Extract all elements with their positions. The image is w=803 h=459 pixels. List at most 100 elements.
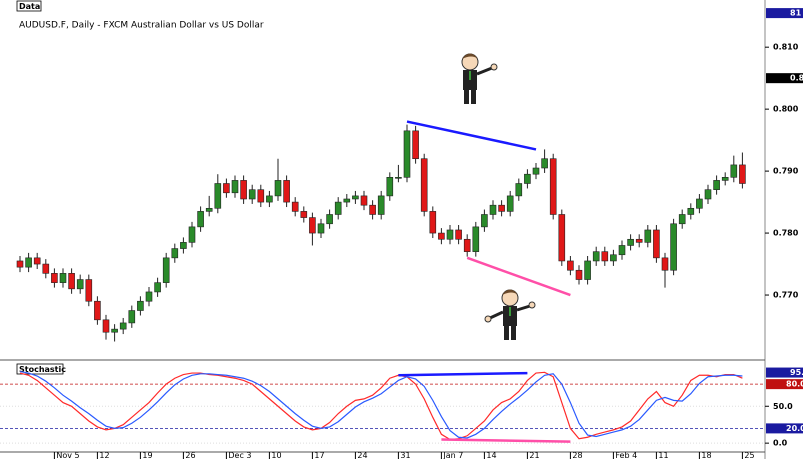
pane-label: Stochastic [19, 365, 66, 374]
candle-body [661, 257, 669, 271]
x-tick-label: 10 [271, 451, 281, 459]
candle-body [403, 130, 411, 178]
pane-label: Data [19, 2, 40, 11]
candle-body [386, 177, 394, 197]
y-tick-label: 0.810 [773, 43, 799, 52]
candle-body [300, 211, 308, 218]
candle-body [352, 195, 359, 200]
x-tick-label: 12 [99, 451, 109, 459]
x-tick-label: 28 [572, 451, 582, 459]
x-tick-label: 18 [701, 451, 711, 459]
candle-body [137, 300, 144, 311]
candle-body [592, 251, 600, 262]
candle-body [635, 238, 643, 243]
candle-body [455, 229, 462, 240]
cartoon-figure [461, 53, 498, 104]
candle-body [429, 211, 437, 234]
candle-body [515, 183, 523, 197]
y-tick-label: 50.0 [773, 402, 793, 411]
candle-body [274, 180, 282, 197]
candle-body [188, 226, 196, 243]
candle-body [42, 263, 50, 274]
x-tick-label: 25 [744, 451, 754, 459]
candle-body [343, 198, 351, 203]
price-marker-label: 0.805 [790, 74, 803, 83]
y-tick-label: 0.790 [773, 167, 799, 176]
candle-body [627, 238, 634, 246]
candle-body [162, 257, 170, 283]
candle-body [309, 217, 316, 234]
candle-body [85, 279, 93, 302]
x-tick-label: 17 [314, 451, 324, 459]
trendline [466, 256, 571, 297]
candle-body [506, 195, 514, 212]
candle-body [317, 223, 325, 234]
candle-body [463, 238, 471, 252]
candle-body [704, 189, 712, 200]
candle-body [33, 257, 41, 265]
candle-body [377, 195, 385, 215]
stochastic-line [19, 371, 743, 441]
candle-body [601, 251, 609, 262]
y-tick-label: 0.800 [773, 105, 799, 114]
chart-title: AUDUSD.F, Daily - FXCM Australian Dollar… [19, 21, 264, 31]
candle-body [567, 260, 574, 271]
x-tick-label: 31 [400, 451, 410, 459]
candle-body [51, 273, 58, 283]
x-tick-label: Dec 3 [228, 451, 251, 459]
candle-body [739, 164, 746, 184]
candle-body [214, 183, 222, 209]
candle-body [248, 189, 256, 200]
x-tick-label: 14 [486, 451, 496, 459]
x-tick-label: 11 [658, 451, 668, 459]
candle-body [678, 214, 686, 225]
price-marker [766, 73, 803, 84]
candle-body [25, 257, 32, 268]
level-label: 20.0 [786, 424, 803, 433]
cartoon-figure [484, 289, 536, 340]
candle-body [59, 273, 67, 283]
candle-body [154, 282, 161, 293]
candle-body [102, 319, 110, 333]
candle-body [326, 214, 333, 225]
candle-body [438, 232, 445, 240]
trendline [406, 120, 537, 151]
candle-body [16, 260, 24, 268]
candle-body [231, 180, 239, 194]
x-tick-label: Jan 7 [442, 451, 463, 459]
candle-body [369, 204, 376, 215]
level-marker [766, 379, 803, 390]
candle-body [670, 223, 677, 271]
level-label: 80.0 [786, 380, 803, 389]
candle-body [111, 328, 118, 333]
candle-body [197, 211, 204, 228]
candle-body [472, 226, 480, 252]
stochastic-line [19, 370, 743, 439]
candle-body [76, 279, 84, 290]
candle-body [687, 207, 695, 215]
candle-body [205, 207, 213, 212]
candle-body [412, 130, 419, 160]
candle-body [524, 173, 531, 184]
trendline [441, 438, 571, 443]
candle-body [257, 189, 265, 203]
candle-body [420, 158, 428, 212]
candle-body [145, 291, 153, 302]
candle-body [696, 198, 703, 209]
x-tick-label: Feb 4 [615, 451, 637, 459]
candle-body [446, 229, 454, 240]
candle-body [610, 254, 617, 262]
x-tick-label: 26 [185, 451, 195, 459]
candle-body [128, 310, 136, 324]
candle-body [730, 164, 738, 178]
candle-body [94, 300, 101, 321]
candle-body [334, 201, 342, 215]
label-box [16, 0, 42, 12]
candle-body [223, 183, 230, 194]
y-tick-label: 0.780 [773, 229, 799, 238]
candle-body [558, 214, 566, 262]
candle-body [360, 195, 368, 206]
candle-body [395, 177, 402, 179]
candle-body [584, 260, 591, 280]
